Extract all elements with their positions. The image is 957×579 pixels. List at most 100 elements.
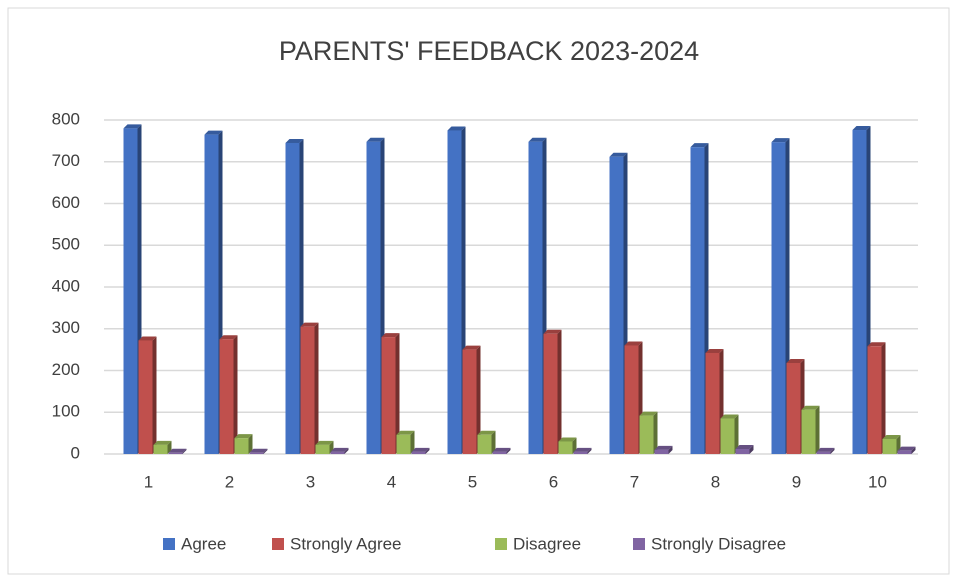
bar-top	[528, 137, 547, 142]
bar-top	[771, 138, 790, 143]
bar-side	[263, 448, 268, 454]
bar	[249, 452, 264, 454]
x-tick-label: 5	[468, 472, 477, 491]
bar	[690, 147, 705, 454]
bar	[528, 141, 543, 454]
y-tick-label: 0	[71, 443, 80, 462]
bar	[411, 451, 426, 454]
bar-top	[138, 336, 157, 341]
legend-label: Strongly Disagree	[651, 534, 786, 553]
bar	[366, 141, 381, 454]
bar-top	[285, 138, 304, 143]
legend-swatch	[495, 538, 507, 550]
bar	[573, 451, 588, 454]
bar-side	[734, 414, 739, 454]
legend-label: Disagree	[513, 534, 581, 553]
bar-side	[425, 447, 430, 454]
bar-side	[314, 322, 319, 454]
chart-border	[7, 7, 950, 575]
bar-top	[462, 345, 481, 350]
x-tick-label: 3	[306, 472, 315, 491]
bar-side	[653, 411, 658, 454]
bar	[852, 130, 867, 454]
bar	[153, 444, 168, 454]
y-tick-label: 600	[52, 193, 80, 212]
bar	[543, 333, 558, 454]
bar-top	[882, 434, 901, 439]
bar-top	[315, 440, 334, 445]
bar	[477, 434, 492, 454]
bar-top	[558, 437, 577, 442]
bar	[396, 434, 411, 454]
bar-top	[705, 348, 724, 353]
bar-side	[344, 447, 349, 454]
chart-title: PARENTS' FEEDBACK 2023-2024	[279, 36, 699, 66]
bar-top	[153, 440, 172, 445]
bar-top	[234, 434, 253, 439]
x-tick-label: 7	[630, 472, 639, 491]
y-tick-label: 200	[52, 360, 80, 379]
bar-top	[381, 333, 400, 338]
bar-side	[182, 448, 187, 454]
bar	[816, 451, 831, 454]
bar-top	[123, 124, 142, 129]
legend-swatch	[163, 538, 175, 550]
bar	[234, 438, 249, 454]
bar-top	[852, 126, 871, 131]
bar-side	[506, 447, 511, 454]
bar	[771, 142, 786, 454]
bar	[447, 130, 462, 454]
bar	[123, 128, 138, 454]
y-tick-label: 300	[52, 318, 80, 337]
y-tick-label: 400	[52, 276, 80, 295]
bar	[462, 349, 477, 454]
bar-top	[654, 445, 673, 450]
bar-side	[395, 333, 400, 454]
x-tick-label: 1	[144, 472, 153, 491]
bar-side	[749, 444, 754, 454]
bar	[735, 448, 750, 454]
bar	[705, 352, 720, 454]
bar-side	[668, 445, 673, 454]
bar-top	[801, 405, 820, 410]
bar-top	[447, 126, 466, 131]
bar-top	[204, 130, 223, 135]
bar	[219, 339, 234, 454]
bar-side	[911, 446, 916, 454]
bar	[609, 156, 624, 455]
y-tick-label: 100	[52, 402, 80, 421]
x-tick-label: 8	[711, 472, 720, 491]
x-tick-label: 10	[868, 472, 887, 491]
bar	[285, 142, 300, 454]
bar	[168, 452, 183, 454]
bar	[867, 346, 882, 454]
legend-swatch	[272, 538, 284, 550]
bar	[138, 340, 153, 454]
bar-top	[720, 414, 739, 419]
x-tick-label: 2	[225, 472, 234, 491]
bar	[492, 451, 507, 454]
x-tick-label: 6	[549, 472, 558, 491]
bar-top	[609, 152, 628, 157]
bar-side	[557, 329, 562, 454]
bar	[654, 449, 669, 454]
bar-top	[735, 444, 754, 449]
legend-label: Agree	[181, 534, 226, 553]
bar-side	[830, 447, 835, 454]
bar-top	[867, 342, 886, 347]
legend-label: Strongly Agree	[290, 534, 402, 553]
bar-side	[491, 430, 496, 454]
y-tick-label: 500	[52, 235, 80, 254]
bar	[330, 451, 345, 454]
bar-top	[411, 447, 430, 452]
x-tick-label: 4	[387, 472, 396, 491]
bar	[897, 450, 912, 454]
bar-side	[881, 342, 886, 454]
bar-side	[476, 345, 481, 454]
bar	[882, 438, 897, 454]
bar-side	[572, 437, 577, 454]
bar	[801, 409, 816, 454]
bar	[558, 441, 573, 454]
bar	[624, 345, 639, 454]
